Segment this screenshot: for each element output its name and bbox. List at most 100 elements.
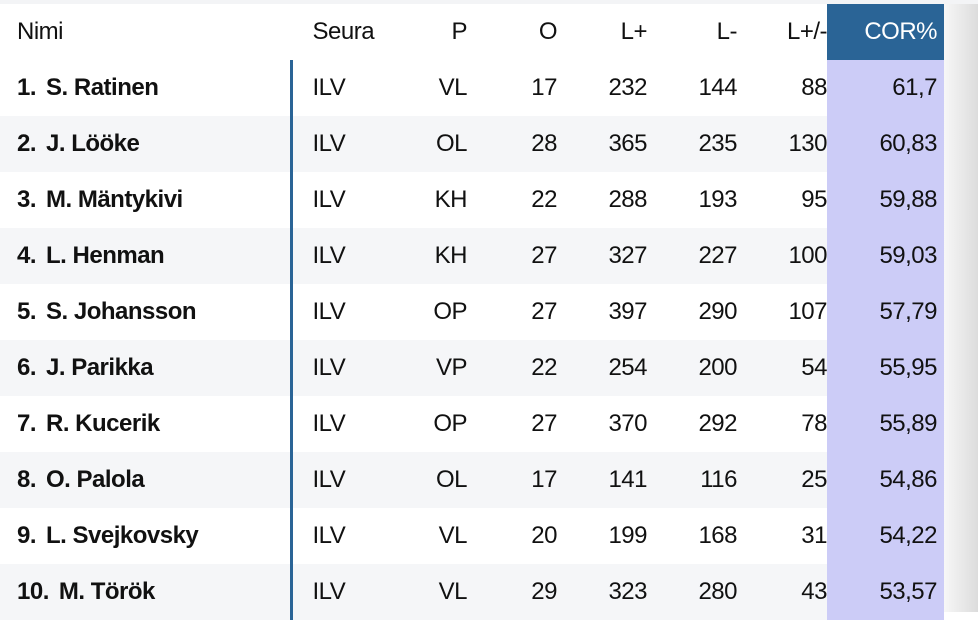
- club: ILV: [289, 116, 397, 172]
- position: VP: [397, 340, 467, 396]
- position: OL: [397, 452, 467, 508]
- player-name: 4. L. Henman: [0, 228, 291, 284]
- l-diff: 25: [737, 452, 827, 508]
- col-header-l-minus[interactable]: L-: [716, 18, 737, 45]
- games: 27: [467, 228, 557, 284]
- table-row: 1. S. Ratinen ILV VL 17 232 144 88 61,7: [0, 60, 944, 116]
- l-minus: 227: [647, 228, 737, 284]
- l-diff: 107: [788, 298, 827, 325]
- cor-percent: 53,57: [827, 564, 944, 620]
- col-header-cor[interactable]: COR%: [827, 4, 944, 60]
- games: 28: [467, 116, 557, 172]
- games: 22: [467, 340, 557, 396]
- cor-percent: 54,86: [827, 452, 944, 508]
- rank: 9.: [17, 522, 37, 549]
- position: VL: [397, 564, 467, 620]
- player-name: 3. M. Mäntykivi: [0, 172, 291, 228]
- l-diff: 88: [801, 74, 827, 101]
- position: OP: [433, 410, 467, 437]
- l-plus: 199: [608, 522, 647, 549]
- table-row: 10. M. Török ILV VL 29 323 280 43 53,57: [0, 564, 944, 620]
- name-text: L. Henman: [46, 242, 165, 269]
- l-diff: 43: [737, 564, 827, 620]
- rank: 7.: [17, 410, 37, 437]
- l-minus: 280: [647, 564, 737, 620]
- cor-percent: 55,95: [827, 340, 944, 396]
- player-name: 7. R. Kucerik: [0, 396, 291, 452]
- player-name: 8. O. Palola: [0, 452, 291, 508]
- games: 27: [531, 298, 557, 325]
- player-name: 1. S. Ratinen: [0, 60, 291, 116]
- rank: 10.: [17, 578, 49, 605]
- club: ILV: [289, 452, 397, 508]
- games: 22: [531, 186, 557, 213]
- l-diff: 100: [737, 228, 827, 284]
- name-text: R. Kucerik: [46, 410, 160, 437]
- table-row: 5. S. Johansson ILV OP 27 397 290 107 57,79: [0, 284, 944, 340]
- games: 29: [467, 564, 557, 620]
- l-plus: 141: [557, 452, 647, 508]
- name-text: O. Palola: [46, 466, 145, 493]
- table-row: 4. L. Henman ILV KH 27 327 227 100 59,03: [0, 228, 944, 284]
- name-text: S. Johansson: [46, 298, 197, 325]
- l-minus: 292: [698, 410, 737, 437]
- club: ILV: [289, 564, 397, 620]
- cor-percent: 59,88: [827, 172, 944, 228]
- l-minus: 290: [698, 298, 737, 325]
- l-minus: 116: [647, 452, 737, 508]
- club: ILV: [289, 60, 397, 116]
- cor-percent: 60,83: [827, 116, 944, 172]
- l-minus: 193: [698, 186, 737, 213]
- position: KH: [434, 186, 467, 213]
- position: VL: [438, 74, 467, 101]
- table-row: 8. O. Palola ILV OL 17 141 116 25 54,86: [0, 452, 944, 508]
- position: VL: [438, 522, 467, 549]
- player-stats-table: Nimi Seura P O L+ L- L+/- COR% 1. S. Rati…: [0, 4, 944, 620]
- name-text: L. Svejkovsky: [46, 522, 199, 549]
- games: 17: [467, 452, 557, 508]
- rank: 5.: [17, 298, 37, 325]
- club: ILV: [289, 340, 397, 396]
- l-diff: 130: [737, 116, 827, 172]
- table-row: 9. L. Svejkovsky ILV VL 20 199 168 31 54,22: [0, 508, 944, 564]
- rank: 8.: [17, 466, 37, 493]
- name-text: M. Török: [58, 578, 156, 605]
- name-text: M. Mäntykivi: [46, 186, 183, 213]
- col-header-games[interactable]: O: [538, 18, 557, 45]
- games: 17: [531, 74, 557, 101]
- col-header-name[interactable]: Nimi: [17, 18, 64, 45]
- games: 27: [531, 410, 557, 437]
- table-row: 3. M. Mäntykivi ILV KH 22 288 193 95 59,88: [0, 172, 944, 228]
- club: ILV: [289, 508, 397, 564]
- l-minus: 200: [647, 340, 737, 396]
- rank: 4.: [17, 242, 37, 269]
- position: OL: [397, 116, 467, 172]
- l-minus: 168: [698, 522, 737, 549]
- table-row: 2. J. Lööke ILV OL 28 365 235 130 60,83: [0, 116, 944, 172]
- col-header-position[interactable]: P: [451, 18, 467, 45]
- l-plus: 365: [557, 116, 647, 172]
- col-header-l-diff[interactable]: L+/-: [786, 18, 827, 45]
- rank: 2.: [17, 130, 37, 157]
- col-header-club[interactable]: Seura: [312, 18, 375, 45]
- rank: 6.: [17, 354, 37, 381]
- cor-percent: 59,03: [827, 228, 944, 284]
- player-name: 9. L. Svejkovsky: [0, 508, 291, 564]
- l-plus: 397: [608, 298, 647, 325]
- club: ILV: [289, 172, 397, 228]
- l-diff: 78: [801, 410, 827, 437]
- l-diff: 31: [801, 522, 827, 549]
- l-plus: 254: [557, 340, 647, 396]
- col-header-l-plus[interactable]: L+: [620, 18, 647, 45]
- player-name: 2. J. Lööke: [0, 116, 291, 172]
- rank: 1.: [17, 74, 37, 101]
- club: ILV: [289, 396, 397, 452]
- club: ILV: [289, 284, 397, 340]
- cor-percent: 57,79: [827, 284, 944, 340]
- l-plus: 370: [608, 410, 647, 437]
- table-row: 6. J. Parikka ILV VP 22 254 200 54 55,95: [0, 340, 944, 396]
- l-diff: 54: [737, 340, 827, 396]
- name-text: J. Parikka: [46, 354, 154, 381]
- cor-percent: 55,89: [827, 396, 944, 452]
- player-name: 6. J. Parikka: [0, 340, 291, 396]
